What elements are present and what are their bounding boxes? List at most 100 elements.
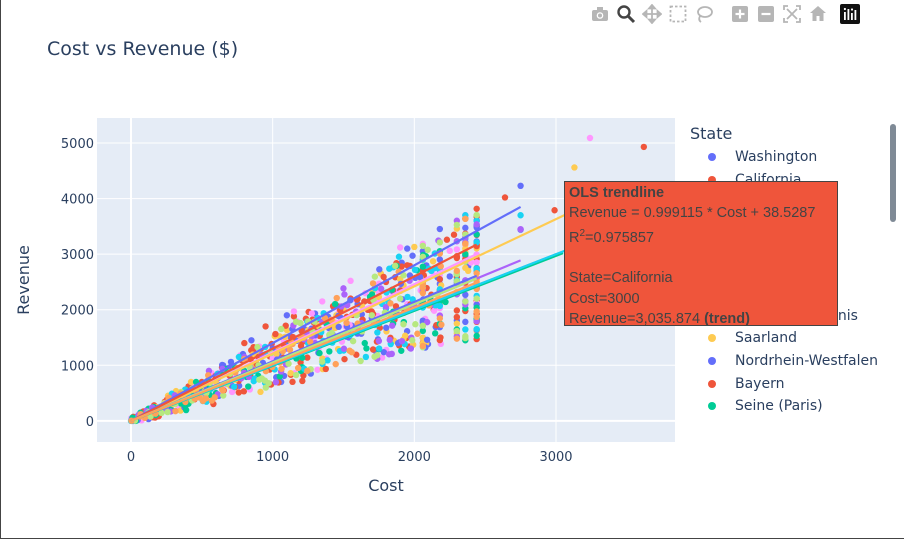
scatter-point <box>412 321 419 328</box>
plotly-logo[interactable] <box>838 2 862 26</box>
scatter-point <box>473 308 480 315</box>
box-select-icon[interactable] <box>666 2 690 26</box>
scatter-point <box>208 397 215 404</box>
scatter-point <box>306 338 314 346</box>
reset-axes-icon[interactable] <box>806 2 830 26</box>
x-axis-label: Cost <box>368 476 404 495</box>
scatter-point <box>473 325 480 333</box>
scatter-point <box>407 345 415 352</box>
legend-marker <box>708 334 716 343</box>
scatter-point <box>431 307 438 314</box>
scatter-point <box>376 266 383 273</box>
legend-scrollbar[interactable] <box>890 124 896 222</box>
scatter-point <box>388 322 396 329</box>
scatter-point <box>386 336 393 344</box>
scatter-point <box>314 366 321 373</box>
scatter-point <box>429 258 437 265</box>
scatter-point <box>375 345 383 352</box>
scatter-point <box>182 406 190 414</box>
scatter-point <box>409 337 416 344</box>
scatter-point <box>423 336 431 343</box>
legend-item[interactable]: Washington <box>690 146 878 169</box>
scatter-point <box>517 225 524 233</box>
scatter-point <box>453 246 461 253</box>
zoom-icon[interactable] <box>614 2 638 26</box>
scatter-point <box>436 336 444 344</box>
legend-item[interactable]: Bayern <box>690 372 878 395</box>
scatter-point <box>380 273 387 281</box>
legend-marker <box>708 379 716 388</box>
scatter-point <box>341 291 348 298</box>
legend-item[interactable]: Seine (Paris) <box>690 395 878 418</box>
tooltip-r2-prefix: R <box>569 229 580 246</box>
scatter-point <box>517 212 524 219</box>
y-tick-label: 3000 <box>61 248 94 263</box>
scatter-point <box>462 318 469 326</box>
y-tick-label: 2000 <box>61 304 94 319</box>
tooltip-title: OLS trendline <box>569 185 665 201</box>
scatter-point <box>473 318 480 325</box>
scatter-point <box>292 318 300 326</box>
scatter-point <box>235 389 243 396</box>
scatter-point <box>473 211 480 219</box>
scatter-point <box>304 367 311 375</box>
scatter-point <box>316 349 323 357</box>
scatter-point <box>347 277 354 285</box>
scatter-point <box>240 388 248 395</box>
autoscale-icon[interactable] <box>780 2 804 26</box>
scatter-point <box>398 337 406 345</box>
scatter-point <box>248 337 255 344</box>
scatter-point <box>265 379 272 387</box>
scatter-point <box>501 194 509 201</box>
scatter-point <box>363 345 370 352</box>
camera-icon[interactable] <box>588 2 612 26</box>
zoom-in-icon[interactable] <box>728 2 752 26</box>
legend-label: Washington <box>735 149 818 166</box>
scatter-point <box>304 354 311 361</box>
legend-title: State <box>690 124 733 143</box>
scatter-point <box>419 327 427 335</box>
scatter-point <box>388 350 395 358</box>
scatter-point <box>473 239 480 246</box>
scatter-point <box>276 373 283 380</box>
scatter-point <box>419 263 427 270</box>
scatter-point <box>343 319 350 327</box>
legend-item[interactable]: Saarland <box>690 327 878 350</box>
tooltip-revenue: Revenue=3,035.874 <box>569 311 701 328</box>
scatter-point <box>473 270 480 277</box>
legend-marker <box>708 153 716 162</box>
x-tick-label: 0 <box>127 450 135 465</box>
legend-item[interactable]: Nordrhein-Westfalen <box>690 350 878 373</box>
scatter-point <box>278 365 285 372</box>
scatter-point <box>436 315 444 322</box>
scatter-point <box>326 348 333 355</box>
legend-marker <box>708 176 716 185</box>
scatter-point <box>453 221 461 229</box>
scatter-point <box>473 332 480 340</box>
scatter-point <box>453 267 461 275</box>
scatter-point <box>640 143 648 151</box>
scatter-point <box>446 273 453 280</box>
legend-label: Seine (Paris) <box>735 398 823 415</box>
lasso-icon[interactable] <box>692 2 716 26</box>
scatter-point <box>341 355 348 363</box>
scatter-point <box>245 383 252 390</box>
legend-label: Nordrhein-Westfalen <box>735 353 878 370</box>
scatter-point <box>383 324 390 331</box>
y-axis-label: Revenue <box>14 245 33 315</box>
scatter-point <box>462 215 469 223</box>
legend-label: Bayern <box>735 375 785 392</box>
scatter-point <box>378 354 386 361</box>
scatter-point <box>419 242 427 250</box>
scatter-point <box>473 313 480 321</box>
scatter-point <box>262 323 269 330</box>
zoom-out-icon[interactable] <box>754 2 778 26</box>
scatter-point <box>299 377 306 385</box>
pan-icon[interactable] <box>640 2 664 26</box>
scatter-point <box>227 358 235 366</box>
scatter-point <box>571 164 578 171</box>
scatter-point <box>292 371 300 379</box>
scatter-point <box>202 395 210 402</box>
scatter-point <box>322 365 330 373</box>
